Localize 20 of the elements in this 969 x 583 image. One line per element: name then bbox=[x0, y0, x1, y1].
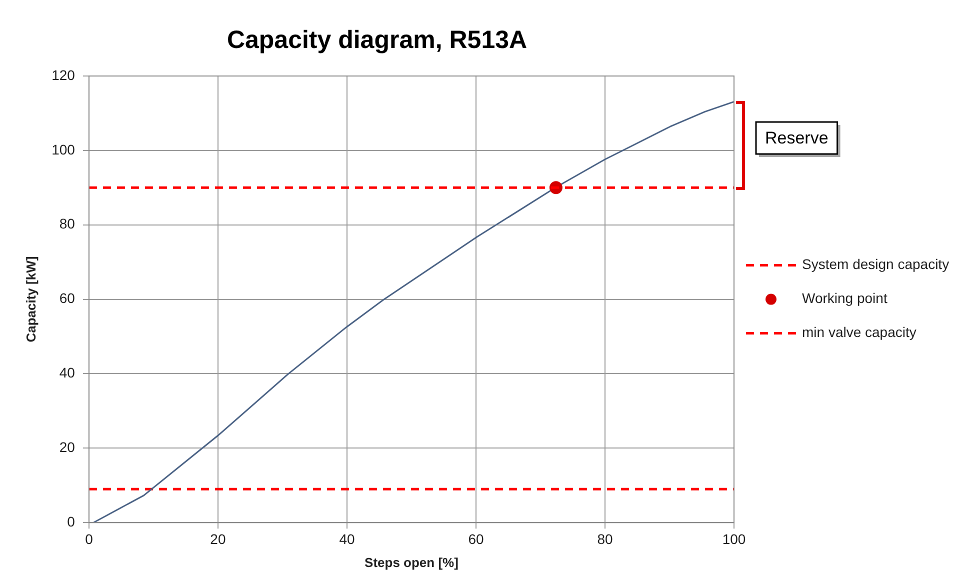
y-tick-label: 120 bbox=[52, 66, 76, 83]
y-tick-label: 80 bbox=[59, 216, 76, 232]
x-tick-label: 100 bbox=[722, 530, 746, 547]
y-axis-title: Capacity [kW] bbox=[23, 256, 38, 342]
legend-label: min valve capacity bbox=[802, 324, 916, 340]
x-tick-label: 80 bbox=[597, 530, 613, 547]
y-tick-label: 40 bbox=[59, 364, 76, 381]
x-tick-label: 0 bbox=[85, 530, 94, 547]
legend-label: System design capacity bbox=[802, 256, 950, 272]
x-axis-title: Steps open [%] bbox=[364, 554, 458, 570]
y-tick-label: 100 bbox=[52, 141, 76, 158]
chart-title: Capacity diagram, R513A bbox=[226, 26, 528, 54]
y-tick-label: 20 bbox=[59, 439, 76, 456]
x-tick-label: 40 bbox=[339, 530, 355, 547]
x-tick-label: 60 bbox=[468, 530, 484, 547]
y-tick-label: 60 bbox=[59, 290, 76, 306]
x-tick-label: 20 bbox=[210, 530, 226, 547]
y-tick-label: 0 bbox=[67, 513, 76, 530]
legend-label: Working point bbox=[802, 290, 888, 306]
text: Reserve bbox=[765, 128, 828, 148]
